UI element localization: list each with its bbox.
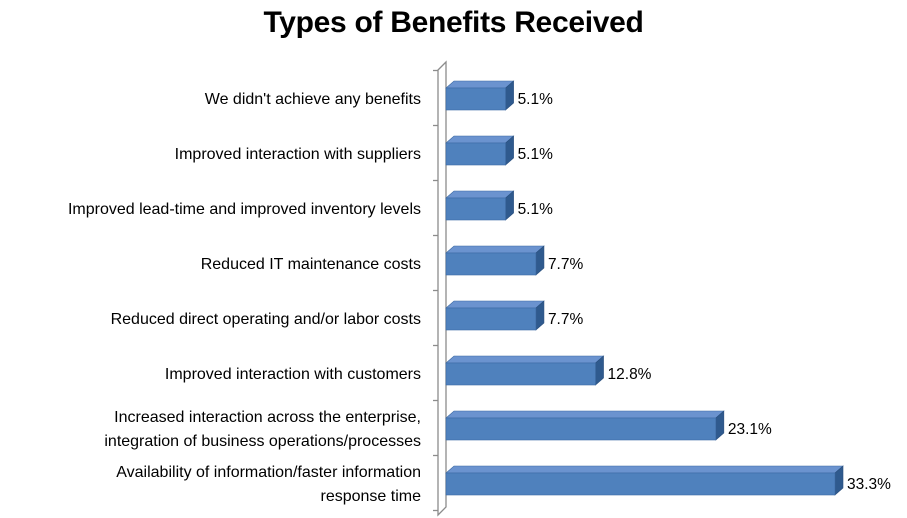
y-axis-wall: [437, 60, 447, 517]
bar: [445, 190, 515, 221]
data-label: 33.3%: [847, 476, 891, 493]
category-label: Availability of information/faster infor…: [116, 464, 421, 481]
category-label: Improved interaction with suppliers: [175, 146, 421, 163]
bar-top-face: [445, 465, 844, 474]
bar-front-face: [445, 417, 717, 441]
bar: [445, 355, 605, 386]
category-label: Improved lead-time and improved inventor…: [68, 201, 421, 218]
bar-top-face: [445, 245, 545, 254]
bar-top-face: [445, 190, 515, 199]
category-label: Increased interaction across the enterpr…: [114, 409, 421, 426]
bar-top-face: [445, 300, 545, 309]
bar-front-face: [445, 142, 506, 166]
category-label: Reduced direct operating and/or labor co…: [111, 311, 421, 328]
bar: [445, 135, 515, 166]
bar: [445, 245, 545, 276]
data-label: 5.1%: [518, 91, 554, 108]
bar: [445, 300, 545, 331]
bar: [445, 80, 515, 111]
bar-front-face: [445, 252, 537, 276]
data-label: 5.1%: [518, 146, 554, 163]
category-label: integration of business operations/proce…: [104, 433, 421, 450]
bar-front-face: [445, 362, 596, 386]
data-label: 12.8%: [608, 366, 652, 383]
data-label: 5.1%: [518, 201, 554, 218]
bar-top-face: [445, 80, 515, 89]
data-label: 7.7%: [548, 311, 584, 328]
category-label: We didn't achieve any benefits: [205, 91, 421, 108]
bar: [445, 465, 844, 496]
data-label: 7.7%: [548, 256, 584, 273]
bar-front-face: [445, 87, 506, 111]
category-label: Reduced IT maintenance costs: [201, 256, 421, 273]
bar-top-face: [445, 135, 515, 144]
data-label: 23.1%: [728, 421, 772, 438]
bar-front-face: [445, 197, 506, 221]
category-label: Improved interaction with customers: [165, 366, 421, 383]
bar-top-face: [445, 355, 605, 364]
bar-front-face: [445, 472, 836, 496]
bar: [445, 410, 725, 441]
chart-title: Types of Benefits Received: [263, 6, 644, 39]
bar-front-face: [445, 307, 537, 331]
bar-top-face: [445, 410, 725, 419]
category-label: response time: [321, 488, 422, 505]
